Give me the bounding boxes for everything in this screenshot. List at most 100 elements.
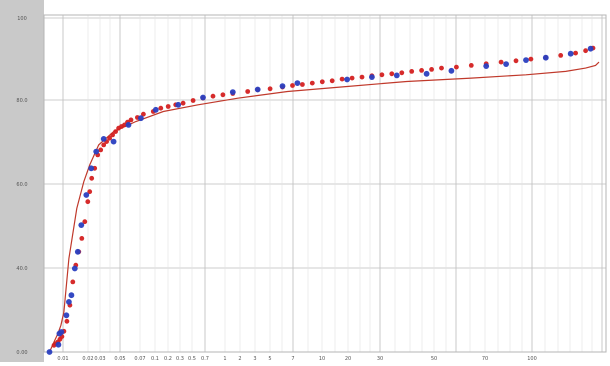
blue-data-point (448, 67, 455, 74)
x-tick-label: 7 (291, 356, 294, 362)
red-data-point (85, 199, 91, 205)
red-data-point (573, 50, 578, 56)
red-data-point (290, 83, 295, 88)
x-tick-label: 10 (319, 356, 325, 362)
fit-curve (48, 61, 600, 353)
red-data-point (498, 59, 504, 65)
blue-data-point (71, 265, 78, 272)
x-tick-label: 30 (377, 356, 383, 362)
blue-data-point (567, 50, 574, 57)
y-axis-strip (0, 0, 44, 362)
plot-frame (43, 14, 607, 353)
red-data-point (107, 135, 112, 141)
blue-data-point (423, 70, 430, 77)
x-tick-label: 0.5 (188, 356, 196, 362)
y-tick-label: 60.0 (16, 182, 27, 188)
blue-data-point (88, 165, 95, 172)
blue-data-point (110, 138, 117, 145)
blue-data-point (503, 61, 509, 67)
red-data-point (319, 79, 325, 85)
red-data-point (141, 111, 146, 117)
blue-data-point (587, 45, 594, 52)
blue-data-point (55, 341, 62, 348)
red-data-point (468, 63, 474, 68)
blue-data-point (393, 72, 400, 79)
blue-data-point (175, 101, 182, 108)
red-data-point (513, 58, 519, 64)
blue-series (46, 45, 594, 355)
y-tick-label: 100 (17, 16, 27, 22)
x-tick-label: 0.3 (176, 356, 184, 362)
red-data-point (87, 189, 93, 195)
red-data-point (165, 104, 171, 109)
red-data-point (180, 100, 186, 106)
y-axis-ticks: 100 80.0 60.0 40.0 0.00 (16, 16, 27, 356)
red-data-point (82, 219, 88, 225)
red-data-point (399, 70, 405, 76)
red-data-point (210, 93, 216, 99)
blue-data-point (152, 106, 159, 113)
red-data-point (245, 89, 251, 94)
blue-data-point (254, 86, 261, 93)
x-tick-label: 0.03 (94, 356, 105, 362)
y-tick-label: 0.00 (16, 350, 27, 356)
red-data-point (379, 72, 385, 78)
red-data-point (429, 67, 434, 72)
red-data-point (389, 71, 395, 77)
blue-data-point (58, 329, 65, 335)
red-data-point (79, 236, 85, 241)
x-tick-label: 5 (268, 356, 271, 362)
red-data-point (439, 65, 444, 71)
red-data-point (267, 86, 273, 92)
red-data-point (98, 147, 104, 153)
red-data-point (110, 132, 115, 138)
red-data-point (329, 78, 335, 84)
red-data-point (101, 142, 107, 148)
x-tick-label: 0.7 (201, 356, 209, 362)
red-data-point (349, 75, 355, 81)
blue-data-point (523, 57, 529, 63)
x-tick-label: 0.1 (151, 356, 159, 362)
red-data-point (359, 74, 365, 80)
red-data-point (190, 98, 196, 103)
blue-data-point (83, 192, 90, 198)
y-tick-label: 80.0 (16, 98, 27, 104)
blue-data-point (63, 312, 70, 319)
blue-data-point (93, 148, 100, 155)
x-tick-label: 0.2 (164, 356, 172, 362)
red-data-point (113, 129, 118, 135)
red-data-point (309, 80, 315, 86)
y-tick-label: 40.0 (16, 266, 27, 272)
red-data-point (70, 279, 76, 285)
fit-line (48, 61, 600, 353)
x-tick-label: 3 (253, 356, 256, 362)
red-data-point (419, 68, 424, 73)
blue-data-point (66, 299, 72, 305)
x-axis-ticks: 0.01 0.02 0.03 0.05 0.07 0.1 0.2 0.3 0.5 0.7 1 2 3 5 7… (57, 356, 536, 362)
x-tick-label: 2 (238, 356, 241, 362)
blue-data-point (78, 222, 85, 229)
red-data-point (558, 53, 564, 58)
x-tick-label: 100 (527, 356, 537, 362)
x-tick-label: 0.01 (57, 356, 68, 362)
blue-data-point (46, 349, 53, 355)
blue-data-point (229, 89, 236, 95)
blue-data-point (542, 54, 549, 61)
blue-data-point (294, 80, 301, 86)
blue-data-point (100, 136, 107, 142)
x-tick-label: 0.02 (82, 356, 93, 362)
blue-data-point (138, 115, 144, 122)
x-tick-label: 20 (345, 356, 351, 362)
red-series (51, 45, 596, 348)
red-data-point (300, 82, 305, 87)
blue-data-point (344, 76, 350, 83)
blue-data-point (483, 63, 490, 69)
red-data-point (454, 64, 459, 70)
blue-data-point (279, 83, 286, 89)
grid (44, 15, 606, 353)
blue-data-point (369, 74, 375, 80)
x-tick-label: 0.05 (114, 356, 125, 362)
red-data-point (158, 105, 164, 111)
